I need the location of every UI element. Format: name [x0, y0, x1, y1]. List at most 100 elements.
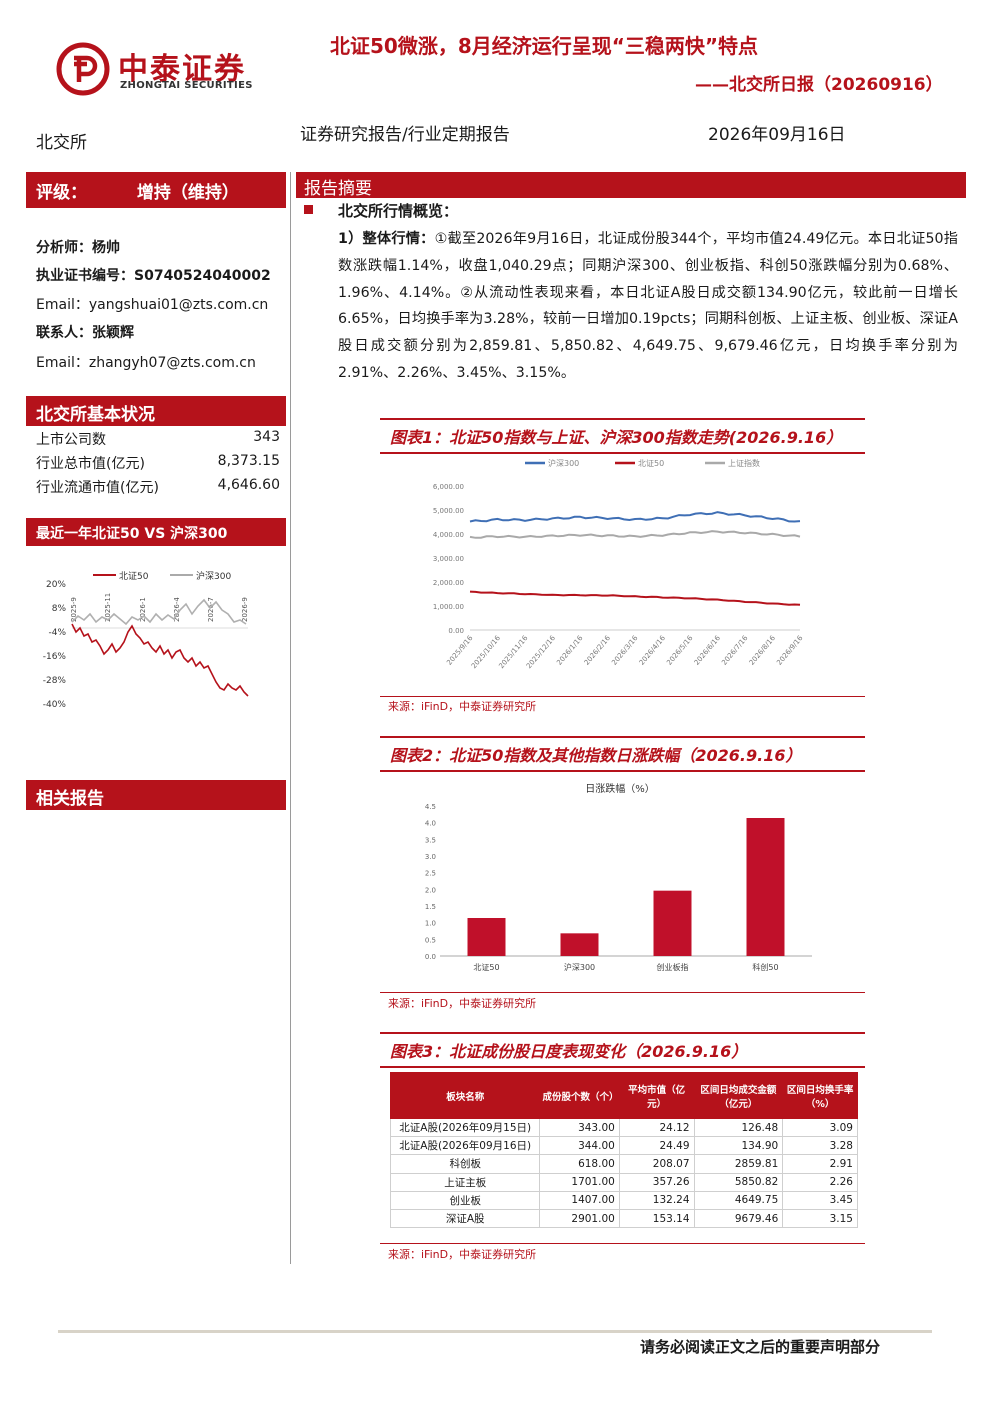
bar: [467, 918, 506, 956]
figure1-source: 来源：iFinD，中泰证券研究所: [388, 700, 537, 713]
x-tick-label: 2025/9/16: [445, 634, 475, 667]
perf-ytick: -28%: [43, 676, 67, 686]
figure1-source-rule: [380, 696, 865, 697]
perf-xtick: 2025-11: [104, 593, 112, 622]
perf-xtick: 2026-9: [241, 597, 249, 622]
x-tick-label: 2026/8/16: [748, 634, 778, 667]
performance-bar: 最近一年北证50 VS 沪深300: [26, 518, 286, 546]
cell-sector: 上证主板: [389, 1172, 541, 1192]
perf-ytick: 8%: [52, 604, 67, 614]
perf-line-bz50: [71, 623, 249, 697]
figure3-source: 来源：iFinD，中泰证券研究所: [388, 1248, 537, 1261]
index-trend-chart: 沪深300 北证50 上证指数 6,000.00 5,000.00 4,000.00 3,…: [433, 458, 805, 670]
y-tick-label: 0.00: [448, 627, 464, 635]
cell-value: 1701.00: [539, 1172, 620, 1192]
basic-label: 行业总市值(亿元): [36, 456, 145, 472]
perf-xtick: 2025-9: [70, 597, 78, 622]
paragraph-body: ①截至2026年9月16日，北证成份股344个，平均市值24.49亿元。本日北证…: [338, 231, 958, 381]
x-tick-label: 2025/12/16: [525, 634, 557, 670]
report-title: 北证50微涨，8月经济运行呈现“三稳两快”特点: [330, 34, 759, 58]
cell-value: 24.49: [618, 1136, 695, 1156]
table-row: 科创板 618.00 208.07 2859.81 2.91: [389, 1154, 858, 1174]
x-tick-label: 2026/6/16: [693, 634, 723, 667]
cell-value: 3.15: [782, 1208, 858, 1229]
cell-value: 2.91: [782, 1154, 858, 1174]
figure2-source: 来源：iFinD，中泰证券研究所: [388, 997, 537, 1010]
cell-value: 2901.00: [539, 1208, 620, 1229]
cell-value: 5850.82: [693, 1172, 784, 1192]
th-sector: 板块名称: [389, 1072, 541, 1119]
figure3-source-rule: [380, 1243, 865, 1244]
perf-ytick: 20%: [46, 580, 66, 590]
perf-ytick: -16%: [43, 652, 67, 662]
logo-text-en: ZHONGTAI SECURITIES: [120, 80, 253, 91]
daily-change-bar-chart: 日涨跌幅（%） 4.5 4.0 3.5 3.0 2.5 2.0 1.5 1.0 0.5 0.0 北证5…: [425, 782, 812, 972]
constituent-table: 板块名称 成份股个数（个） 平均市值（亿元） 区间日均成交金额（亿元） 区间日均…: [389, 1072, 858, 1229]
category-label: 北证50: [473, 963, 499, 972]
overview-paragraph: 1）整体行情：①截至2026年9月16日，北证成份股344个，平均市值24.49…: [338, 226, 958, 387]
th-turnover-amount: 区间日均成交金额（亿元）: [693, 1072, 784, 1119]
analyst-name: 分析师：杨帅: [36, 240, 120, 256]
x-tick-label: 2026/2/16: [583, 634, 613, 667]
rating-value: 增持（维持）: [136, 183, 239, 203]
contact-name: 联系人：张颖辉: [36, 325, 134, 341]
cell-value: 153.14: [618, 1208, 695, 1229]
y-tick-label: 1,000.00: [433, 603, 464, 611]
table-row: 上证主板 1701.00 357.26 5850.82 2.26: [389, 1172, 858, 1192]
cell-value: 9679.46: [693, 1208, 784, 1229]
y-tick-label: 1.0: [425, 920, 436, 928]
cell-value: 3.09: [782, 1117, 858, 1138]
bullet-square-icon: [304, 205, 313, 214]
analyst-email[interactable]: Email：yangshuai01@zts.com.cn: [36, 297, 269, 313]
bar: [746, 818, 785, 956]
figure3-title: 图表3：北证成份股日度表现变化（2026.9.16）: [380, 1032, 865, 1068]
category-label: 沪深300: [564, 962, 595, 972]
table-row: 北证A股(2026年09月16日) 344.00 24.49 134.90 3.28: [389, 1136, 858, 1156]
y-tick-label: 4,000.00: [433, 531, 464, 539]
contact-email[interactable]: Email：zhangyh07@zts.com.cn: [36, 355, 256, 371]
perf-line-hs300: [71, 598, 247, 626]
perf-ytick: -40%: [43, 700, 67, 710]
bar: [653, 890, 692, 956]
related-reports-bar: 相关报告: [26, 780, 286, 810]
logo-text-cn: 中泰证券: [118, 52, 246, 87]
basic-row-float-cap: 行业流通市值(亿元) 4,646.60: [36, 477, 280, 497]
y-tick-label: 1.5: [425, 903, 436, 911]
overview-title: 北交所行情概览：: [338, 202, 459, 220]
analyst-cert: 执业证书编号：S0740524040002: [36, 268, 271, 284]
cell-value: 618.00: [539, 1154, 620, 1174]
series-line: [469, 590, 801, 606]
perf-legend-bz50: 北证50: [119, 571, 149, 582]
perf-xtick: 2026-7: [207, 597, 215, 622]
cell-sector: 北证A股(2026年09月15日): [389, 1117, 541, 1138]
cell-sector: 北证A股(2026年09月16日): [389, 1136, 541, 1156]
perf-ytick: -4%: [48, 628, 66, 638]
basic-label: 行业流通市值(亿元): [36, 480, 159, 496]
perf-xtick: 2026-4: [173, 597, 181, 622]
cell-value: 2.26: [782, 1172, 858, 1192]
cell-value: 2859.81: [693, 1154, 784, 1174]
y-tick-label: 0.5: [425, 936, 436, 944]
cell-value: 132.24: [618, 1190, 695, 1210]
series-line: [469, 530, 801, 539]
report-type: 证券研究报告/行业定期报告: [300, 125, 510, 145]
y-tick-label: 4.0: [425, 820, 436, 828]
table-row: 创业板 1407.00 132.24 4649.75 3.45: [389, 1190, 858, 1210]
y-tick-label: 3.5: [425, 836, 436, 844]
y-tick-label: 6,000.00: [433, 483, 464, 491]
x-tick-label: 2026/5/16: [665, 634, 695, 667]
basic-value: 8,373.15: [217, 453, 280, 469]
zhongtai-logo-icon: [56, 42, 110, 96]
cell-value: 134.90: [693, 1136, 784, 1156]
cell-value: 343.00: [539, 1117, 620, 1138]
y-tick-label: 5,000.00: [433, 507, 464, 515]
bar: [560, 933, 599, 956]
perf-legend-hs300: 沪深300: [196, 570, 231, 582]
figure1-title: 图表1：北证50指数与上证、沪深300指数走势(2026.9.16）: [380, 418, 865, 454]
y-tick-label: 2.0: [425, 886, 436, 894]
basic-row-companies: 上市公司数 343: [36, 429, 280, 449]
series-line: [469, 511, 801, 523]
th-avg-cap: 平均市值（亿元）: [618, 1072, 695, 1119]
basic-row-total-cap: 行业总市值(亿元) 8,373.15: [36, 453, 280, 473]
cell-value: 208.07: [618, 1154, 695, 1174]
